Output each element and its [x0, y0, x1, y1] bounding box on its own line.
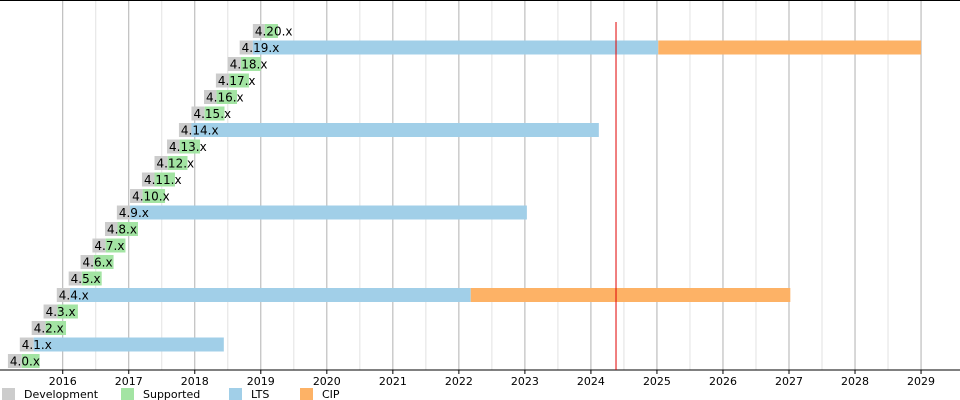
x-tick-label: 2016 [49, 375, 77, 388]
version-label: 4.20.x [255, 25, 293, 39]
bar-segment [117, 222, 138, 236]
x-tick-label: 2025 [643, 375, 671, 388]
version-label: 4.5.x [71, 272, 101, 286]
version-label: 4.14.x [181, 124, 219, 138]
version-label: 4.18.x [230, 58, 268, 72]
bar-segment [142, 189, 166, 203]
bar-segment [167, 156, 188, 170]
version-label: 4.16.x [206, 91, 244, 105]
version-label: 4.0.x [10, 355, 40, 369]
bar-segment [264, 24, 278, 38]
bar-segment [167, 139, 180, 154]
version-label: 4.17.x [218, 74, 256, 88]
bar-segment [229, 73, 249, 88]
bar-segment [45, 321, 67, 335]
legend-label: Supported [143, 388, 200, 400]
bar-segment [56, 288, 70, 302]
version-label: 4.7.x [94, 239, 124, 253]
legend-label: CIP [322, 388, 340, 400]
bar-segment [239, 40, 253, 55]
x-tick-label: 2018 [181, 375, 209, 388]
bar-segment [7, 354, 22, 368]
bar-segment [116, 205, 131, 220]
legend-swatch [300, 388, 313, 400]
bar-segment [68, 271, 82, 286]
bar-segment [80, 255, 94, 269]
bar-segment [69, 288, 471, 302]
bar-segment [204, 90, 217, 104]
version-label: 4.12.x [156, 157, 194, 171]
x-tick-label: 2029 [907, 375, 935, 388]
version-label: 4.19.x [242, 41, 280, 55]
version-label: 4.2.x [34, 322, 64, 336]
bar-segment [93, 255, 114, 269]
bar-segment [104, 222, 118, 236]
version-label: 4.4.x [59, 289, 89, 303]
legend-swatch [121, 388, 134, 400]
version-label: 4.9.x [119, 206, 149, 220]
bar-segment [130, 189, 143, 203]
bar-segment [216, 90, 238, 104]
x-tick-label: 2028 [841, 375, 869, 388]
version-label: 4.10.x [132, 190, 170, 204]
legend-label: Development [24, 388, 99, 400]
bar-segment [191, 106, 205, 121]
x-tick-label: 2023 [511, 375, 539, 388]
bar-segment [470, 288, 791, 302]
version-label: 4.13.x [169, 140, 207, 154]
version-label: 4.15.x [193, 107, 231, 121]
bar-segment [658, 40, 922, 55]
bar-segment [154, 156, 168, 170]
bar-segment [215, 73, 230, 88]
bar-segment [31, 321, 46, 335]
x-tick-label: 2024 [577, 375, 605, 388]
bar-segment [191, 123, 599, 137]
bar-segment [204, 106, 225, 121]
x-tick-label: 2027 [775, 375, 803, 388]
x-tick-label: 2020 [313, 375, 341, 388]
bar-segment [92, 238, 106, 253]
bar-segment [19, 337, 34, 352]
legend-swatch [229, 388, 242, 400]
bar-segment [33, 337, 224, 352]
bar-segment [178, 123, 192, 137]
bar-segment [43, 304, 58, 319]
bar-segment [105, 238, 126, 253]
bar-segment [154, 172, 175, 187]
version-label: 4.8.x [107, 223, 137, 237]
legend-swatch [2, 388, 15, 400]
version-label: 4.1.x [22, 338, 52, 352]
version-label: 4.3.x [46, 305, 76, 319]
x-tick-label: 2019 [247, 375, 275, 388]
bar-segment [240, 57, 261, 71]
bar-segment [57, 304, 78, 319]
legend-label: LTS [251, 388, 269, 400]
bar-segment [252, 24, 265, 38]
x-tick-label: 2026 [709, 375, 737, 388]
bar-segment [252, 40, 659, 55]
x-tick-label: 2021 [379, 375, 407, 388]
bar-segment [179, 139, 201, 154]
version-label: 4.6.x [83, 256, 113, 270]
bar-segment [81, 271, 102, 286]
bar-segment [130, 205, 527, 220]
bar-segment [141, 172, 155, 187]
version-label: 4.11.x [144, 173, 182, 187]
bar-segment [227, 57, 241, 71]
bar-segment [21, 354, 40, 368]
x-tick-label: 2017 [115, 375, 143, 388]
x-tick-label: 2022 [445, 375, 473, 388]
